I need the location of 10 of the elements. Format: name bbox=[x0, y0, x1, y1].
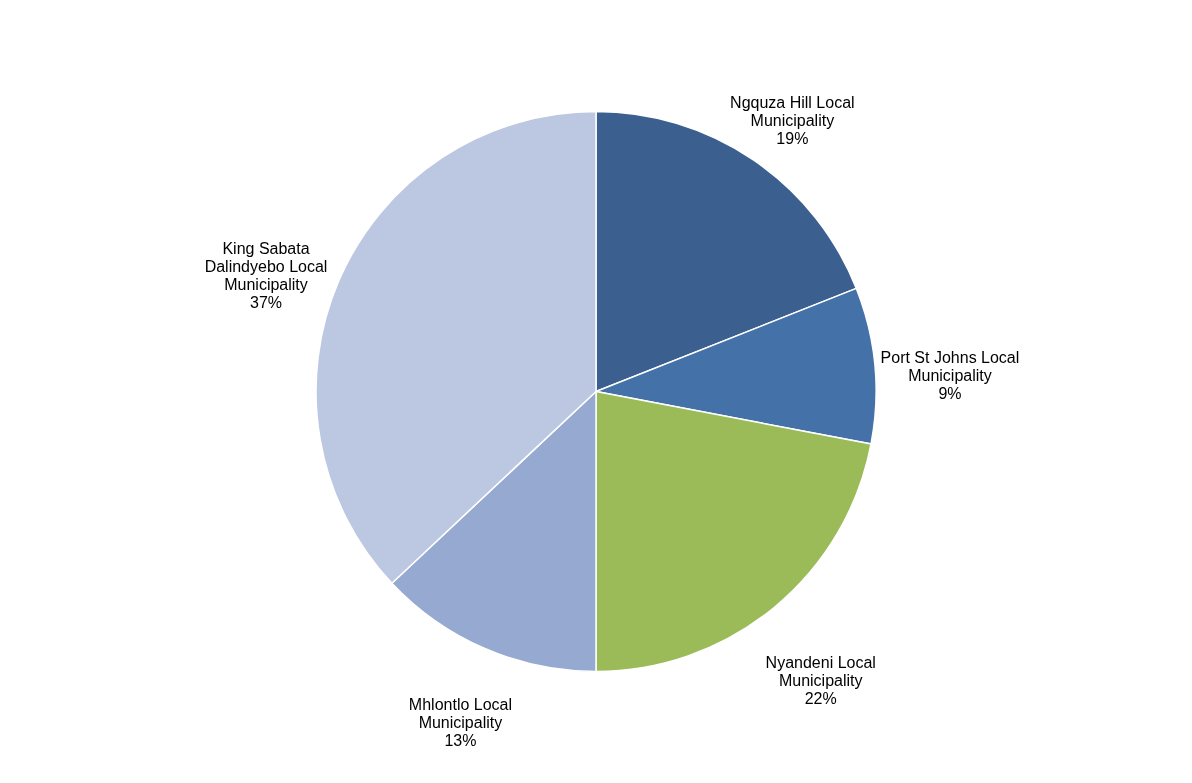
data-label: 37% bbox=[249, 293, 283, 311]
data-label: 22% bbox=[804, 690, 837, 708]
slice-label: Mhlontlo Local Municipality bbox=[408, 695, 513, 731]
slice-label: King Sabata Dalindyebo Local Municipality bbox=[204, 239, 328, 293]
slice-label: Port St Johns Local Municipality bbox=[880, 349, 1020, 385]
data-label: 19% bbox=[776, 129, 809, 147]
data-label: 9% bbox=[938, 385, 962, 403]
slice-label: Ngquza Hill Local Municipality bbox=[730, 93, 855, 129]
slice-label: Nyandeni Local Municipality bbox=[765, 654, 876, 690]
data-label: 13% bbox=[444, 731, 477, 749]
